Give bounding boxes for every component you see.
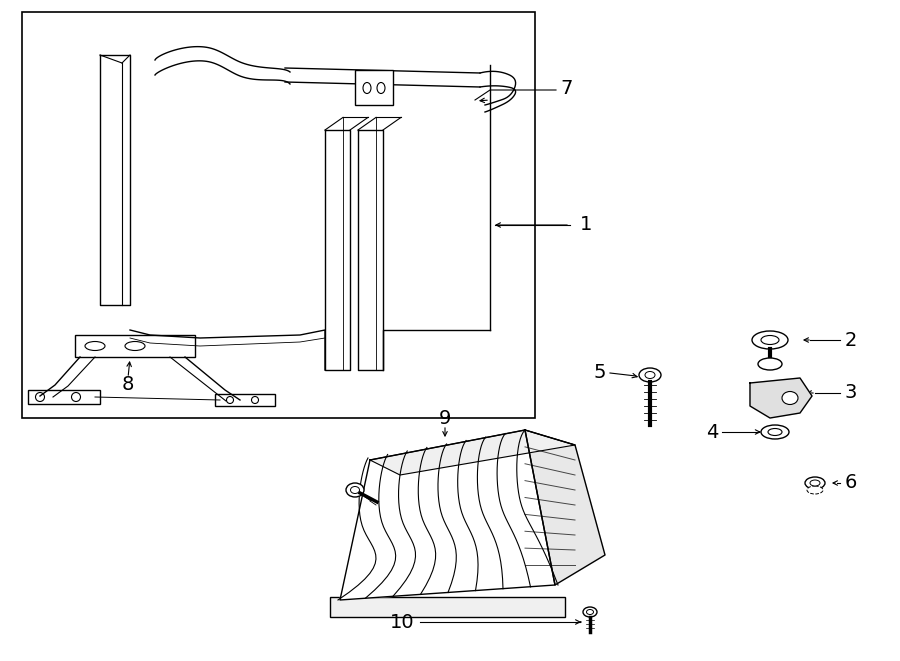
Text: 2: 2 xyxy=(845,330,858,350)
Bar xyxy=(355,70,393,105)
Ellipse shape xyxy=(768,428,782,436)
Ellipse shape xyxy=(639,368,661,382)
Ellipse shape xyxy=(645,371,655,379)
Bar xyxy=(22,12,535,418)
Text: 3: 3 xyxy=(845,383,858,403)
Ellipse shape xyxy=(761,425,789,439)
Ellipse shape xyxy=(758,358,782,370)
Ellipse shape xyxy=(125,342,145,350)
Bar xyxy=(28,390,100,404)
Ellipse shape xyxy=(583,607,597,617)
Text: 4: 4 xyxy=(706,422,718,442)
Ellipse shape xyxy=(752,331,788,349)
Polygon shape xyxy=(340,430,555,600)
Circle shape xyxy=(227,397,233,403)
Text: 5: 5 xyxy=(593,364,606,383)
Circle shape xyxy=(35,393,44,401)
Ellipse shape xyxy=(587,609,593,615)
Circle shape xyxy=(71,393,80,401)
Ellipse shape xyxy=(782,391,798,405)
Bar xyxy=(330,597,565,617)
Ellipse shape xyxy=(807,486,823,494)
Text: 1: 1 xyxy=(580,215,592,235)
Ellipse shape xyxy=(810,480,820,486)
Polygon shape xyxy=(750,378,812,418)
Ellipse shape xyxy=(377,83,385,93)
Bar xyxy=(215,394,275,406)
Bar xyxy=(75,335,195,357)
Polygon shape xyxy=(525,430,605,585)
Ellipse shape xyxy=(350,486,359,494)
Circle shape xyxy=(251,397,258,403)
Text: 9: 9 xyxy=(439,408,451,428)
Ellipse shape xyxy=(805,477,825,489)
Text: 7: 7 xyxy=(560,79,572,98)
Ellipse shape xyxy=(363,83,371,93)
Ellipse shape xyxy=(761,336,779,344)
Ellipse shape xyxy=(85,342,105,350)
Text: 10: 10 xyxy=(391,613,415,631)
Text: 8: 8 xyxy=(122,375,134,395)
Polygon shape xyxy=(370,430,575,475)
Text: 6: 6 xyxy=(845,473,858,492)
Ellipse shape xyxy=(346,483,364,497)
